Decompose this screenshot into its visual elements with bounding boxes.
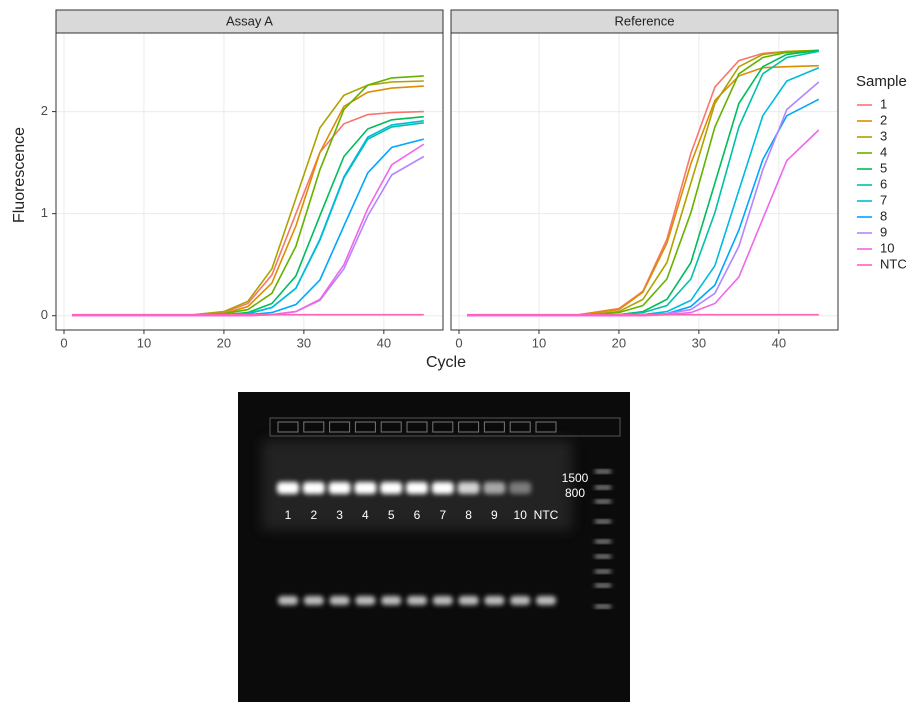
x-tick-label: 0 [60, 335, 67, 350]
gel-band [277, 482, 299, 494]
gel-band [536, 596, 556, 605]
ladder-band [595, 540, 611, 543]
gel-band [380, 482, 403, 494]
gel-band [457, 482, 480, 494]
x-tick-label: 10 [137, 335, 151, 350]
lane-label: 5 [388, 508, 395, 522]
gel-well [277, 421, 299, 433]
gel-well [535, 421, 557, 433]
ladder-band [595, 584, 611, 587]
x-tick-label: 40 [772, 335, 786, 350]
x-tick-label: 10 [532, 335, 546, 350]
series-line [467, 49, 819, 317]
x-tick-label: 20 [612, 335, 626, 350]
gel-band [381, 596, 402, 605]
series-line [72, 143, 425, 317]
gel-band [431, 482, 454, 494]
gel-well [303, 421, 325, 433]
ladder-band [595, 570, 611, 573]
lane-label: 2 [310, 508, 317, 522]
gel-well [380, 421, 402, 433]
y-axis-label: Fluorescence [11, 127, 28, 223]
gel-well [458, 421, 480, 433]
gel-wells [269, 417, 621, 437]
gel-band [302, 482, 325, 494]
legend-label: 4 [880, 144, 887, 159]
strip-title: Reference [615, 13, 675, 28]
legend-label: 8 [880, 208, 887, 223]
panel-border [450, 32, 839, 331]
panel-border [55, 32, 444, 331]
ladder-label: 1500 [562, 471, 589, 485]
gel-band [328, 482, 351, 494]
gel-band [484, 596, 505, 605]
lane-label: 6 [414, 508, 421, 522]
x-axis-label: Cycle [426, 354, 466, 371]
ladder-band [595, 470, 611, 473]
lane-label: 7 [439, 508, 446, 522]
gel-band [355, 596, 376, 605]
legend-label: 5 [880, 160, 887, 175]
gel-band [483, 482, 506, 494]
ladder-band [595, 605, 611, 608]
series-line [466, 64, 819, 317]
gel-band [406, 482, 428, 494]
gel-well [432, 421, 454, 433]
ladder-band [595, 500, 611, 503]
gel-band [329, 596, 350, 605]
legend-label: 10 [880, 240, 894, 255]
ladder-band [595, 555, 611, 558]
x-tick-label: 30 [297, 335, 311, 350]
y-tick-label: 0 [41, 307, 48, 322]
legend-label: 1 [880, 96, 887, 111]
gel-band [303, 596, 324, 605]
gel-well [509, 421, 531, 433]
legend-label: 2 [880, 112, 887, 127]
x-tick-label: 20 [217, 335, 231, 350]
y-tick-label: 1 [41, 205, 48, 220]
x-tick-label: 40 [377, 335, 391, 350]
lane-label: NTC [534, 508, 559, 522]
legend-label: NTC [880, 256, 907, 271]
series-line [467, 129, 820, 317]
gel-band [407, 596, 427, 605]
gel-well [354, 421, 376, 433]
gel-band [510, 596, 531, 605]
lane-label: 4 [362, 508, 369, 522]
strip-title: Assay A [226, 13, 273, 28]
gel-band [278, 596, 298, 605]
lane-label: 10 [514, 508, 528, 522]
legend-label: 9 [880, 224, 887, 239]
legend-title: Sample [856, 73, 907, 90]
lane-label: 9 [491, 508, 498, 522]
x-tick-label: 30 [692, 335, 706, 350]
series-line [72, 80, 424, 317]
gel-background [238, 392, 630, 702]
legend-label: 3 [880, 128, 887, 143]
ladder-label: 800 [565, 486, 585, 500]
lane-label: 1 [285, 508, 292, 522]
lane-label: 3 [336, 508, 343, 522]
legend-label: 7 [880, 192, 887, 207]
gel-band [354, 482, 377, 494]
panel [451, 33, 838, 330]
panel [56, 33, 443, 330]
legend-label: 6 [880, 176, 887, 191]
gel-band [432, 596, 453, 605]
gel-band [458, 596, 479, 605]
gel-well [406, 421, 428, 433]
x-tick-label: 0 [455, 335, 462, 350]
gel-well [329, 421, 351, 433]
gel-band [509, 482, 532, 494]
ladder-band [595, 520, 611, 523]
gel-well [483, 421, 505, 433]
ladder-band [595, 486, 611, 489]
y-tick-label: 2 [41, 103, 48, 118]
lane-label: 8 [465, 508, 472, 522]
